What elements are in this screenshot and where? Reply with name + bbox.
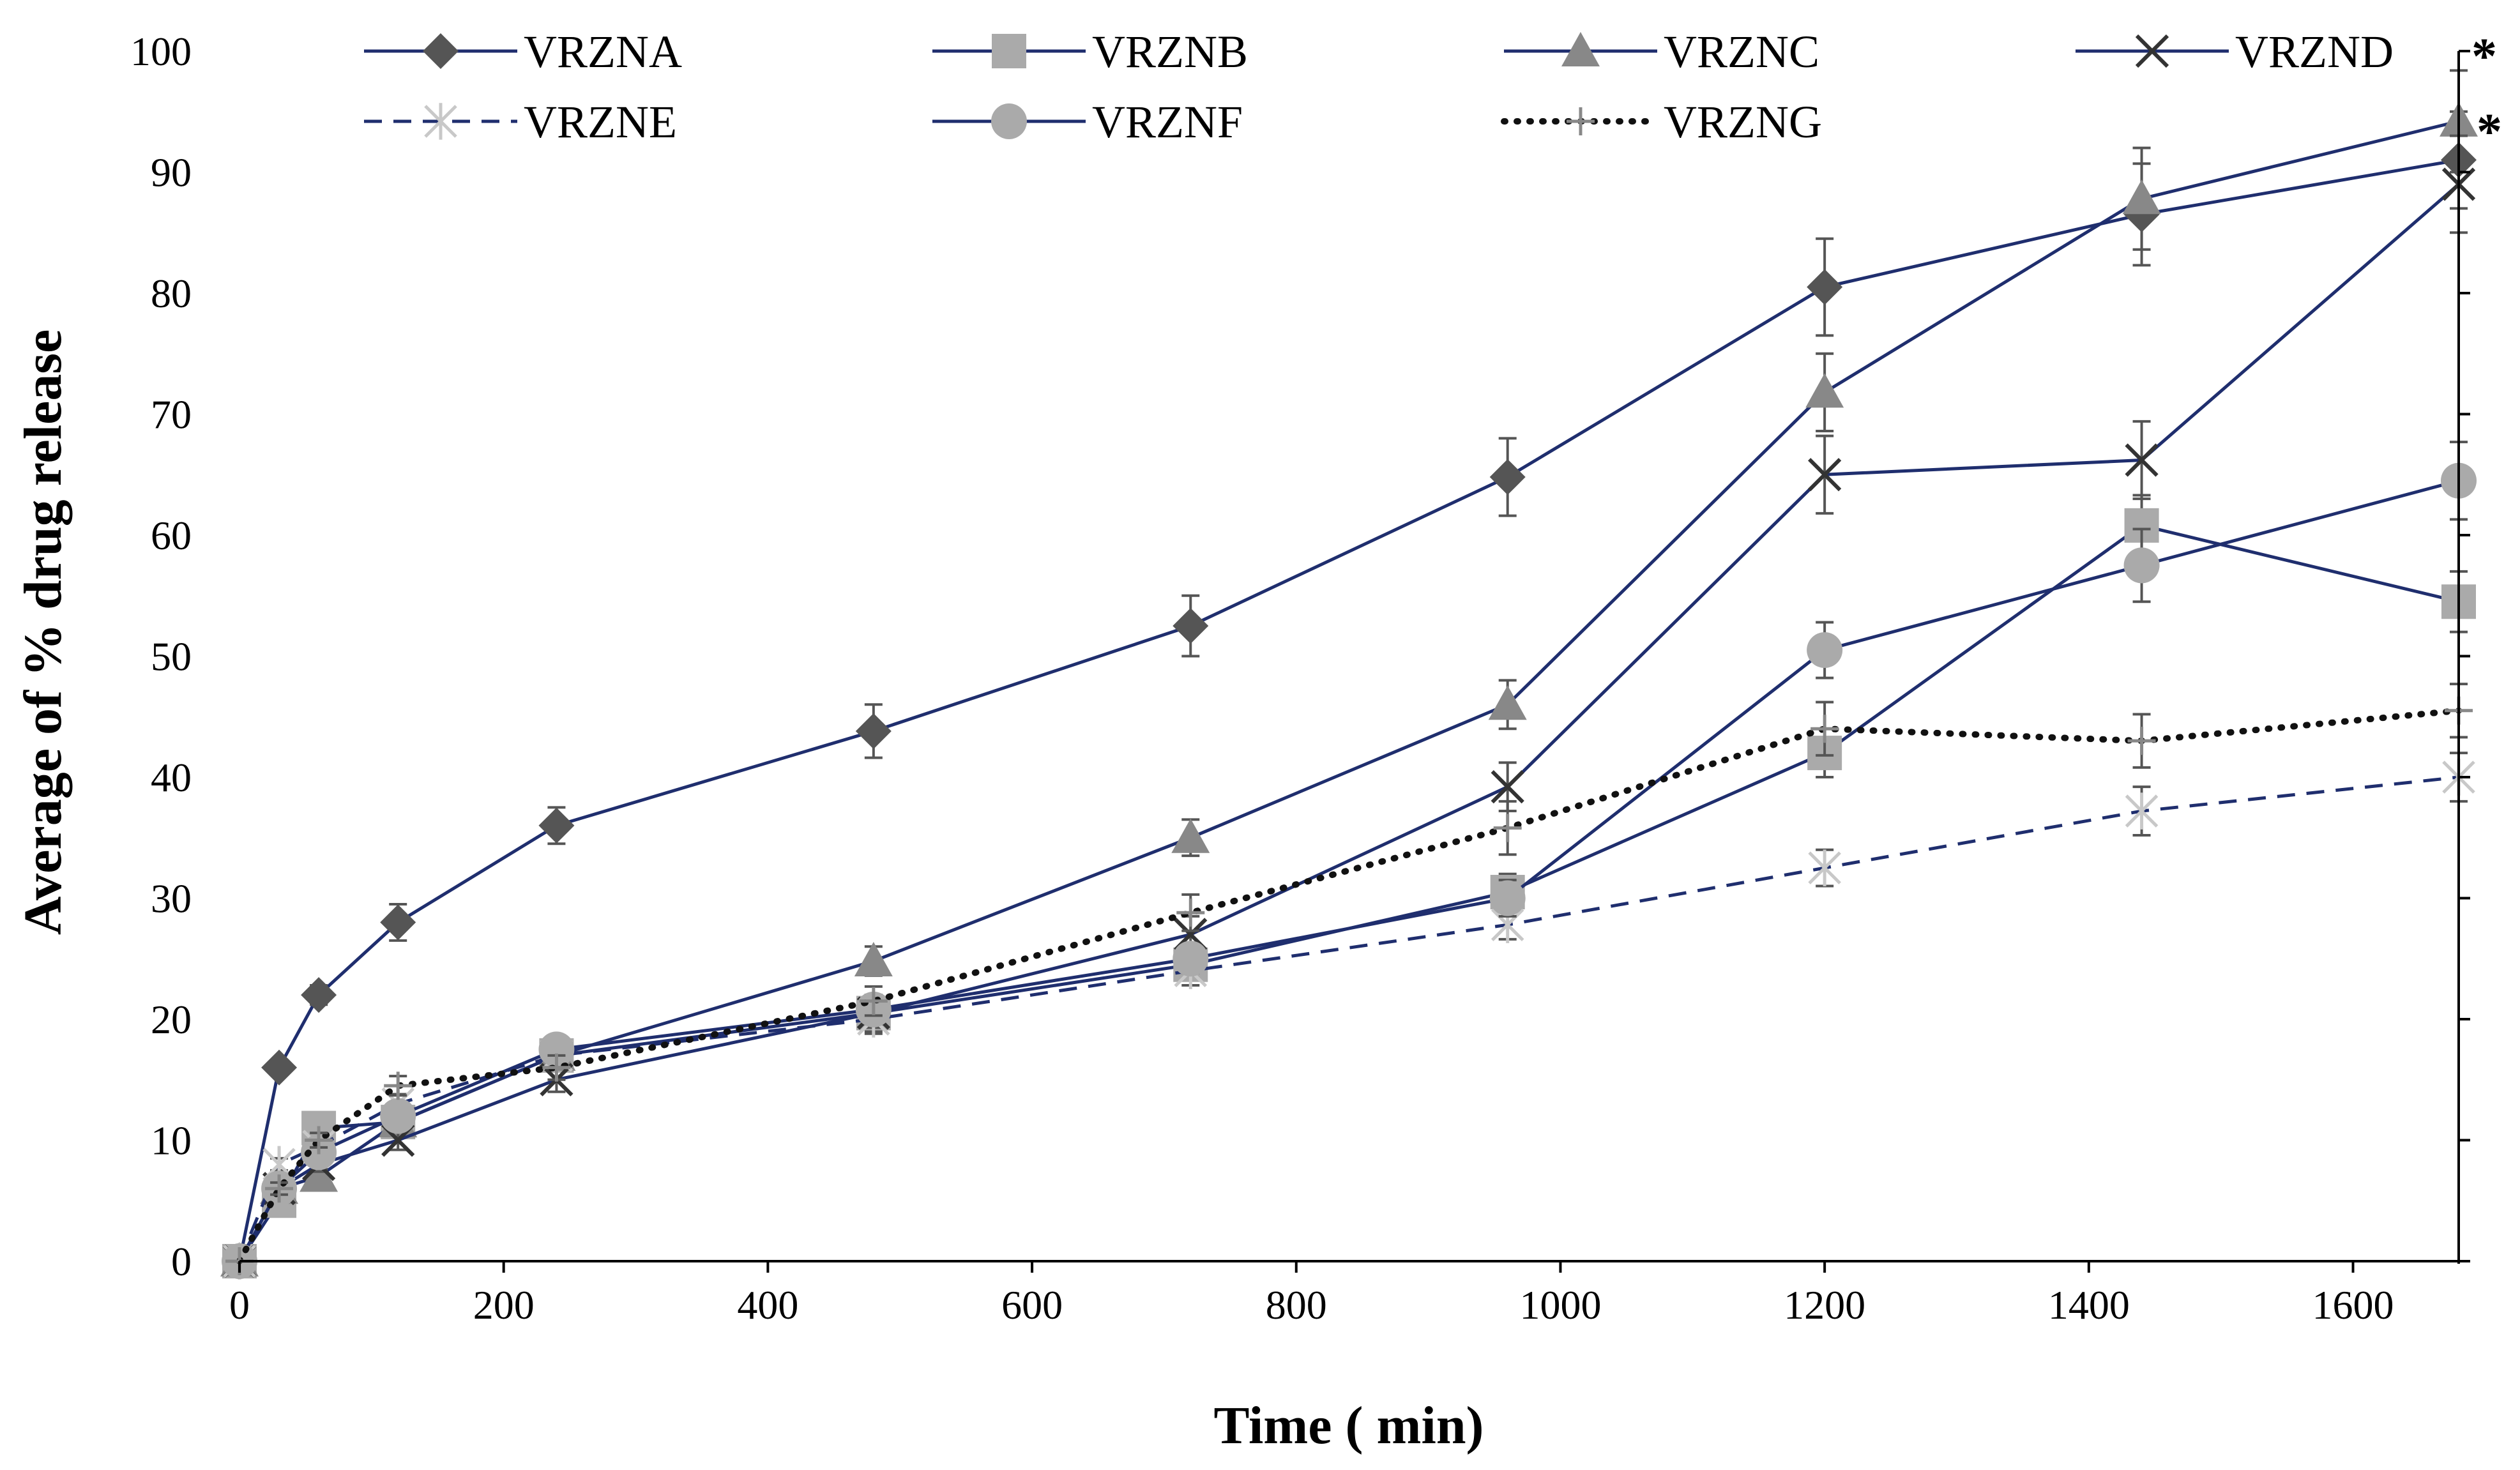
data-point-vrzna <box>1489 459 1526 496</box>
y-tick-label: 20 <box>151 997 192 1042</box>
data-point-vrznd-stroke <box>1808 458 1842 492</box>
data-point-vrzng <box>542 1053 571 1082</box>
legend: VRZNA VRZNB VRZNC VRZND * VRZNE VRZNF VRZNG <box>364 26 2497 148</box>
legend-marker-vrznf <box>991 103 1027 139</box>
data-point-vrzng <box>1810 715 1839 743</box>
data-point-vrzna <box>855 713 892 749</box>
legend-item-vrznd: VRZND * <box>2076 26 2497 85</box>
data-point-vrznd-stroke <box>2125 443 2159 477</box>
series-line-vrzne <box>238 775 2459 1262</box>
legend-label-vrzne: VRZNE <box>524 96 677 148</box>
data-point-vrzng <box>859 987 888 1015</box>
legend-label-vrzna: VRZNA <box>524 26 682 77</box>
data-point-vrznf <box>1489 880 1526 916</box>
data-point-vrzne <box>2125 792 2159 830</box>
series-vrznc <box>220 69 2478 1277</box>
y-tick-label: 40 <box>151 755 192 800</box>
data-point-vrzne <box>1808 849 1841 886</box>
x-axis-title: Time ( min) <box>1213 1396 1484 1455</box>
y-tick-label: 80 <box>151 271 192 316</box>
legend-item-vrzne: VRZNE <box>364 96 677 148</box>
data-point-vrzng <box>384 1072 413 1100</box>
y-tick-label: 0 <box>171 1239 192 1284</box>
data-point-vrzng <box>1176 898 1205 927</box>
y-tick-label: 70 <box>151 392 192 437</box>
x-tick-label: 0 <box>229 1282 250 1328</box>
data-point-vrzng <box>1493 814 1522 842</box>
series-line-vrznd <box>238 183 2460 1262</box>
x-tick-label: 1000 <box>1519 1282 1601 1328</box>
data-point-vrzna <box>538 807 575 844</box>
series-line-vrznc <box>238 119 2459 1262</box>
series-line-vrznf <box>238 479 2459 1262</box>
legend-significance-star: * <box>2471 29 2497 85</box>
series-line-vrznb <box>238 524 2459 1262</box>
data-point-vrznc <box>854 942 893 977</box>
x-tick-label: 1200 <box>1784 1282 1865 1328</box>
x-tick-label: 1400 <box>2048 1282 2130 1328</box>
legend-item-vrzng: VRZNG <box>1501 96 1822 148</box>
legend-label-vrznf: VRZNF <box>1092 96 1243 148</box>
series-vrznd <box>222 134 2476 1278</box>
data-point-vrzna <box>261 1049 298 1086</box>
data-point-vrznc <box>2122 179 2161 215</box>
data-point-vrzng <box>305 1126 333 1155</box>
y-axis-title: Average of % drug release <box>13 330 73 936</box>
significance-star: * <box>2477 104 2502 160</box>
legend-item-vrznf: VRZNF <box>932 96 1243 148</box>
data-point-vrzna <box>1173 608 1209 644</box>
data-point-vrzng <box>2127 727 2156 755</box>
axes-layer: 0 200 400 600 800 1000 1200 1400 1600 0 10 20 30 40 50… <box>130 29 2470 1328</box>
legend-label-vrznc: VRZNC <box>1664 26 1819 77</box>
x-tick-label: 400 <box>737 1282 798 1328</box>
legend-label-vrznb: VRZNB <box>1092 26 1248 77</box>
series-line-vrzna <box>238 158 2459 1262</box>
y-tick-label: 100 <box>130 29 192 74</box>
legend-label-vrzng: VRZNG <box>1664 96 1822 148</box>
series-line-vrzng <box>236 707 2462 1264</box>
legend-marker-vrzng <box>1567 107 1595 135</box>
x-tick-label: 600 <box>1001 1282 1063 1328</box>
legend-marker-vrznc <box>1561 32 1600 66</box>
legend-item-vrzna: VRZNA <box>364 26 682 77</box>
data-point-vrznd <box>1808 458 1842 492</box>
series-vrzna <box>222 110 2477 1279</box>
data-point-vrznc <box>1488 685 1527 720</box>
series-vrznb <box>222 494 2476 1278</box>
legend-item-vrznc: VRZNC <box>1504 26 1819 77</box>
data-point-vrzng <box>265 1174 294 1203</box>
legend-item-vrznb: VRZNB <box>932 26 1248 77</box>
data-point-vrzna <box>301 977 337 1013</box>
legend-marker-vrznd-stroke <box>2135 34 2169 68</box>
data-point-vrznf <box>538 1031 575 1068</box>
series-layer: * <box>220 69 2502 1280</box>
legend-marker-vrznb <box>992 34 1026 68</box>
y-tick-label: 50 <box>151 634 192 679</box>
x-tick-label: 800 <box>1266 1282 1327 1328</box>
data-point-vrznc <box>1171 818 1210 853</box>
data-point-vrznf <box>1173 941 1209 977</box>
data-point-vrznd-stroke <box>1491 770 1524 804</box>
y-tick-label: 60 <box>151 513 192 558</box>
x-tick-label: 1600 <box>2312 1282 2394 1328</box>
legend-marker-vrznd <box>2135 34 2169 68</box>
data-point-vrzna <box>1807 269 1843 305</box>
x-tick-label: 200 <box>473 1282 535 1328</box>
legend-marker-vrzna <box>423 33 459 69</box>
data-point-vrznc <box>300 1157 338 1192</box>
data-point-vrznd <box>2125 443 2159 477</box>
data-point-vrznc <box>1805 373 1844 408</box>
legend-label-vrznd: VRZND <box>2235 26 2394 77</box>
y-tick-label: 10 <box>151 1118 192 1163</box>
legend-marker-vrzne <box>424 103 457 140</box>
data-point-vrznf <box>380 1098 416 1134</box>
data-point-vrznd <box>1491 770 1524 804</box>
data-point-vrznf <box>2123 547 2160 584</box>
y-tick-label: 90 <box>151 150 192 195</box>
y-tick-label: 30 <box>151 876 192 921</box>
data-point-vrznf <box>1807 632 1843 669</box>
data-point-vrzna <box>380 904 416 941</box>
